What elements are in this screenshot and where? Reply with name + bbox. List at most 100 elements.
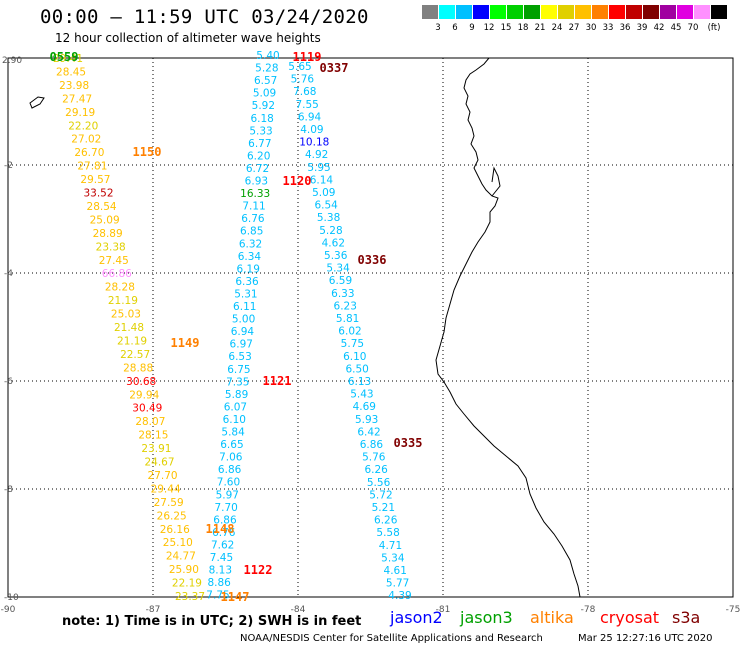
wave-height-value: 22.20 (68, 120, 98, 132)
legend-swatch (711, 5, 727, 19)
wave-height-value: 28.88 (123, 362, 153, 374)
wave-height-value: 6.33 (331, 288, 354, 300)
wave-height-value: 16.33 (240, 188, 270, 200)
legend-swatch (473, 5, 489, 19)
wave-height-value: 7.70 (214, 502, 237, 514)
lon-tick-label: -90 (1, 605, 16, 615)
wave-height-value: 6.26 (364, 464, 388, 476)
lat-tick-label: -8 (4, 485, 13, 495)
wave-height-value: 6.19 (237, 263, 260, 275)
lat-tick-label: -2 (4, 161, 13, 171)
wave-height-value: 6.14 (310, 174, 334, 186)
wave-height-value: 7.75 (206, 590, 229, 602)
satellite-name: cryosat (600, 608, 660, 627)
wave-height-value: 6.86 (360, 439, 384, 451)
wave-height-value: 7.11 (242, 201, 265, 213)
wave-height-value: 5.72 (369, 489, 392, 501)
legend-label: 15 (500, 23, 512, 33)
wave-height-value: 4.39 (388, 590, 411, 602)
wave-height-value: 5.40 (256, 50, 279, 62)
wave-height-value: 8.13 (209, 565, 232, 577)
wave-height-value: 6.75 (227, 364, 250, 376)
lat-tick-label: -6 (4, 377, 13, 387)
wave-height-value: 6.53 (228, 351, 251, 363)
wave-height-value: 6.02 (338, 326, 361, 338)
legend-label: 33 (602, 23, 614, 33)
wave-height-value: 5.09 (253, 88, 276, 100)
wave-height-value: 7.68 (293, 86, 316, 98)
wave-height-value: 5.84 (221, 427, 245, 439)
wave-height-value: 25.90 (169, 564, 199, 576)
wave-height-value: 6.72 (246, 163, 269, 175)
legend-swatch (694, 5, 710, 19)
legend-label: 12 (483, 23, 495, 33)
legend-swatch (524, 5, 540, 19)
legend-swatch (541, 5, 557, 19)
lon-tick-label: -84 (291, 605, 306, 615)
wave-height-value: 33.52 (83, 188, 113, 200)
wave-height-value: 5.75 (341, 338, 364, 350)
gulf-inlet (491, 166, 501, 197)
wave-height-value: 4.09 (300, 124, 323, 136)
wave-height-value: 7.06 (219, 452, 243, 464)
wave-height-value: 29.41 (53, 53, 83, 65)
pass-time-label: 1121 (263, 374, 292, 388)
legend-swatch (592, 5, 608, 19)
wave-height-value: 5.38 (317, 212, 340, 224)
wave-height-value: 5.43 (350, 389, 373, 401)
lat-tick-label: -4 (4, 269, 13, 279)
wave-height-value: 6.76 (212, 527, 236, 539)
wave-height-value: 27.59 (154, 497, 184, 509)
map-grid (8, 58, 733, 597)
wave-height-value: 25.09 (90, 214, 120, 226)
wave-height-value: 28.89 (93, 228, 123, 240)
wave-height-value: 5.65 (288, 61, 311, 73)
satellite-name: jason2 (390, 608, 443, 627)
wave-height-value: 26.25 (157, 510, 187, 522)
lat-tick-label: -10 (4, 593, 19, 603)
wave-height-value: 29.57 (80, 174, 110, 186)
wave-height-value: 7.45 (210, 552, 233, 564)
wave-height-value: 5.34 (381, 552, 405, 564)
wave-height-value: 22.57 (120, 349, 150, 361)
wave-height-value: 30.49 (132, 403, 162, 415)
wave-height-value: 5.09 (312, 187, 335, 199)
wave-height-value: 5.95 (307, 162, 330, 174)
legend-label: 6 (452, 23, 458, 33)
legend-swatch (422, 5, 438, 19)
wave-height-value: 5.58 (376, 527, 399, 539)
wave-height-value: 29.94 (129, 389, 159, 401)
wave-height-value: 8.86 (207, 577, 231, 589)
legend-label: 21 (534, 23, 546, 33)
satellite-name: s3a (672, 608, 701, 627)
legend-swatch (507, 5, 523, 19)
legend-label: 24 (551, 23, 563, 33)
wave-height-value: 28.15 (138, 430, 168, 442)
wave-height-value: 25.03 (111, 309, 141, 321)
lon-tick-label: -81 (436, 605, 451, 615)
wave-height-value: 5.92 (252, 100, 275, 112)
wave-height-value: 21.19 (117, 335, 147, 347)
pass-time-label: 1122 (244, 563, 273, 577)
wave-height-value: 29.19 (65, 107, 95, 119)
wave-height-value: 5.28 (319, 225, 342, 237)
legend-unit: (ft) (707, 23, 721, 33)
wave-height-value: 5.97 (216, 489, 239, 501)
legend-swatch (677, 5, 693, 19)
wave-height-value: 6.59 (329, 275, 352, 287)
wave-height-value: 4.69 (353, 401, 376, 413)
legend-label: 39 (636, 23, 648, 33)
wave-height-value: 5.21 (372, 502, 395, 514)
legend-swatch (609, 5, 625, 19)
page-title: 00:00 – 11:59 UTC 03/24/2020 (40, 6, 369, 28)
wave-height-value: 27.45 (99, 255, 129, 267)
lon-tick-label: -78 (581, 605, 596, 615)
wave-height-value: 6.86 (213, 514, 237, 526)
page-subtitle: 12 hour collection of altimeter wave hei… (55, 31, 321, 45)
wave-height-value: 6.57 (254, 75, 277, 87)
wave-height-value: 5.36 (324, 250, 348, 262)
lon-tick-label: -87 (146, 605, 161, 615)
